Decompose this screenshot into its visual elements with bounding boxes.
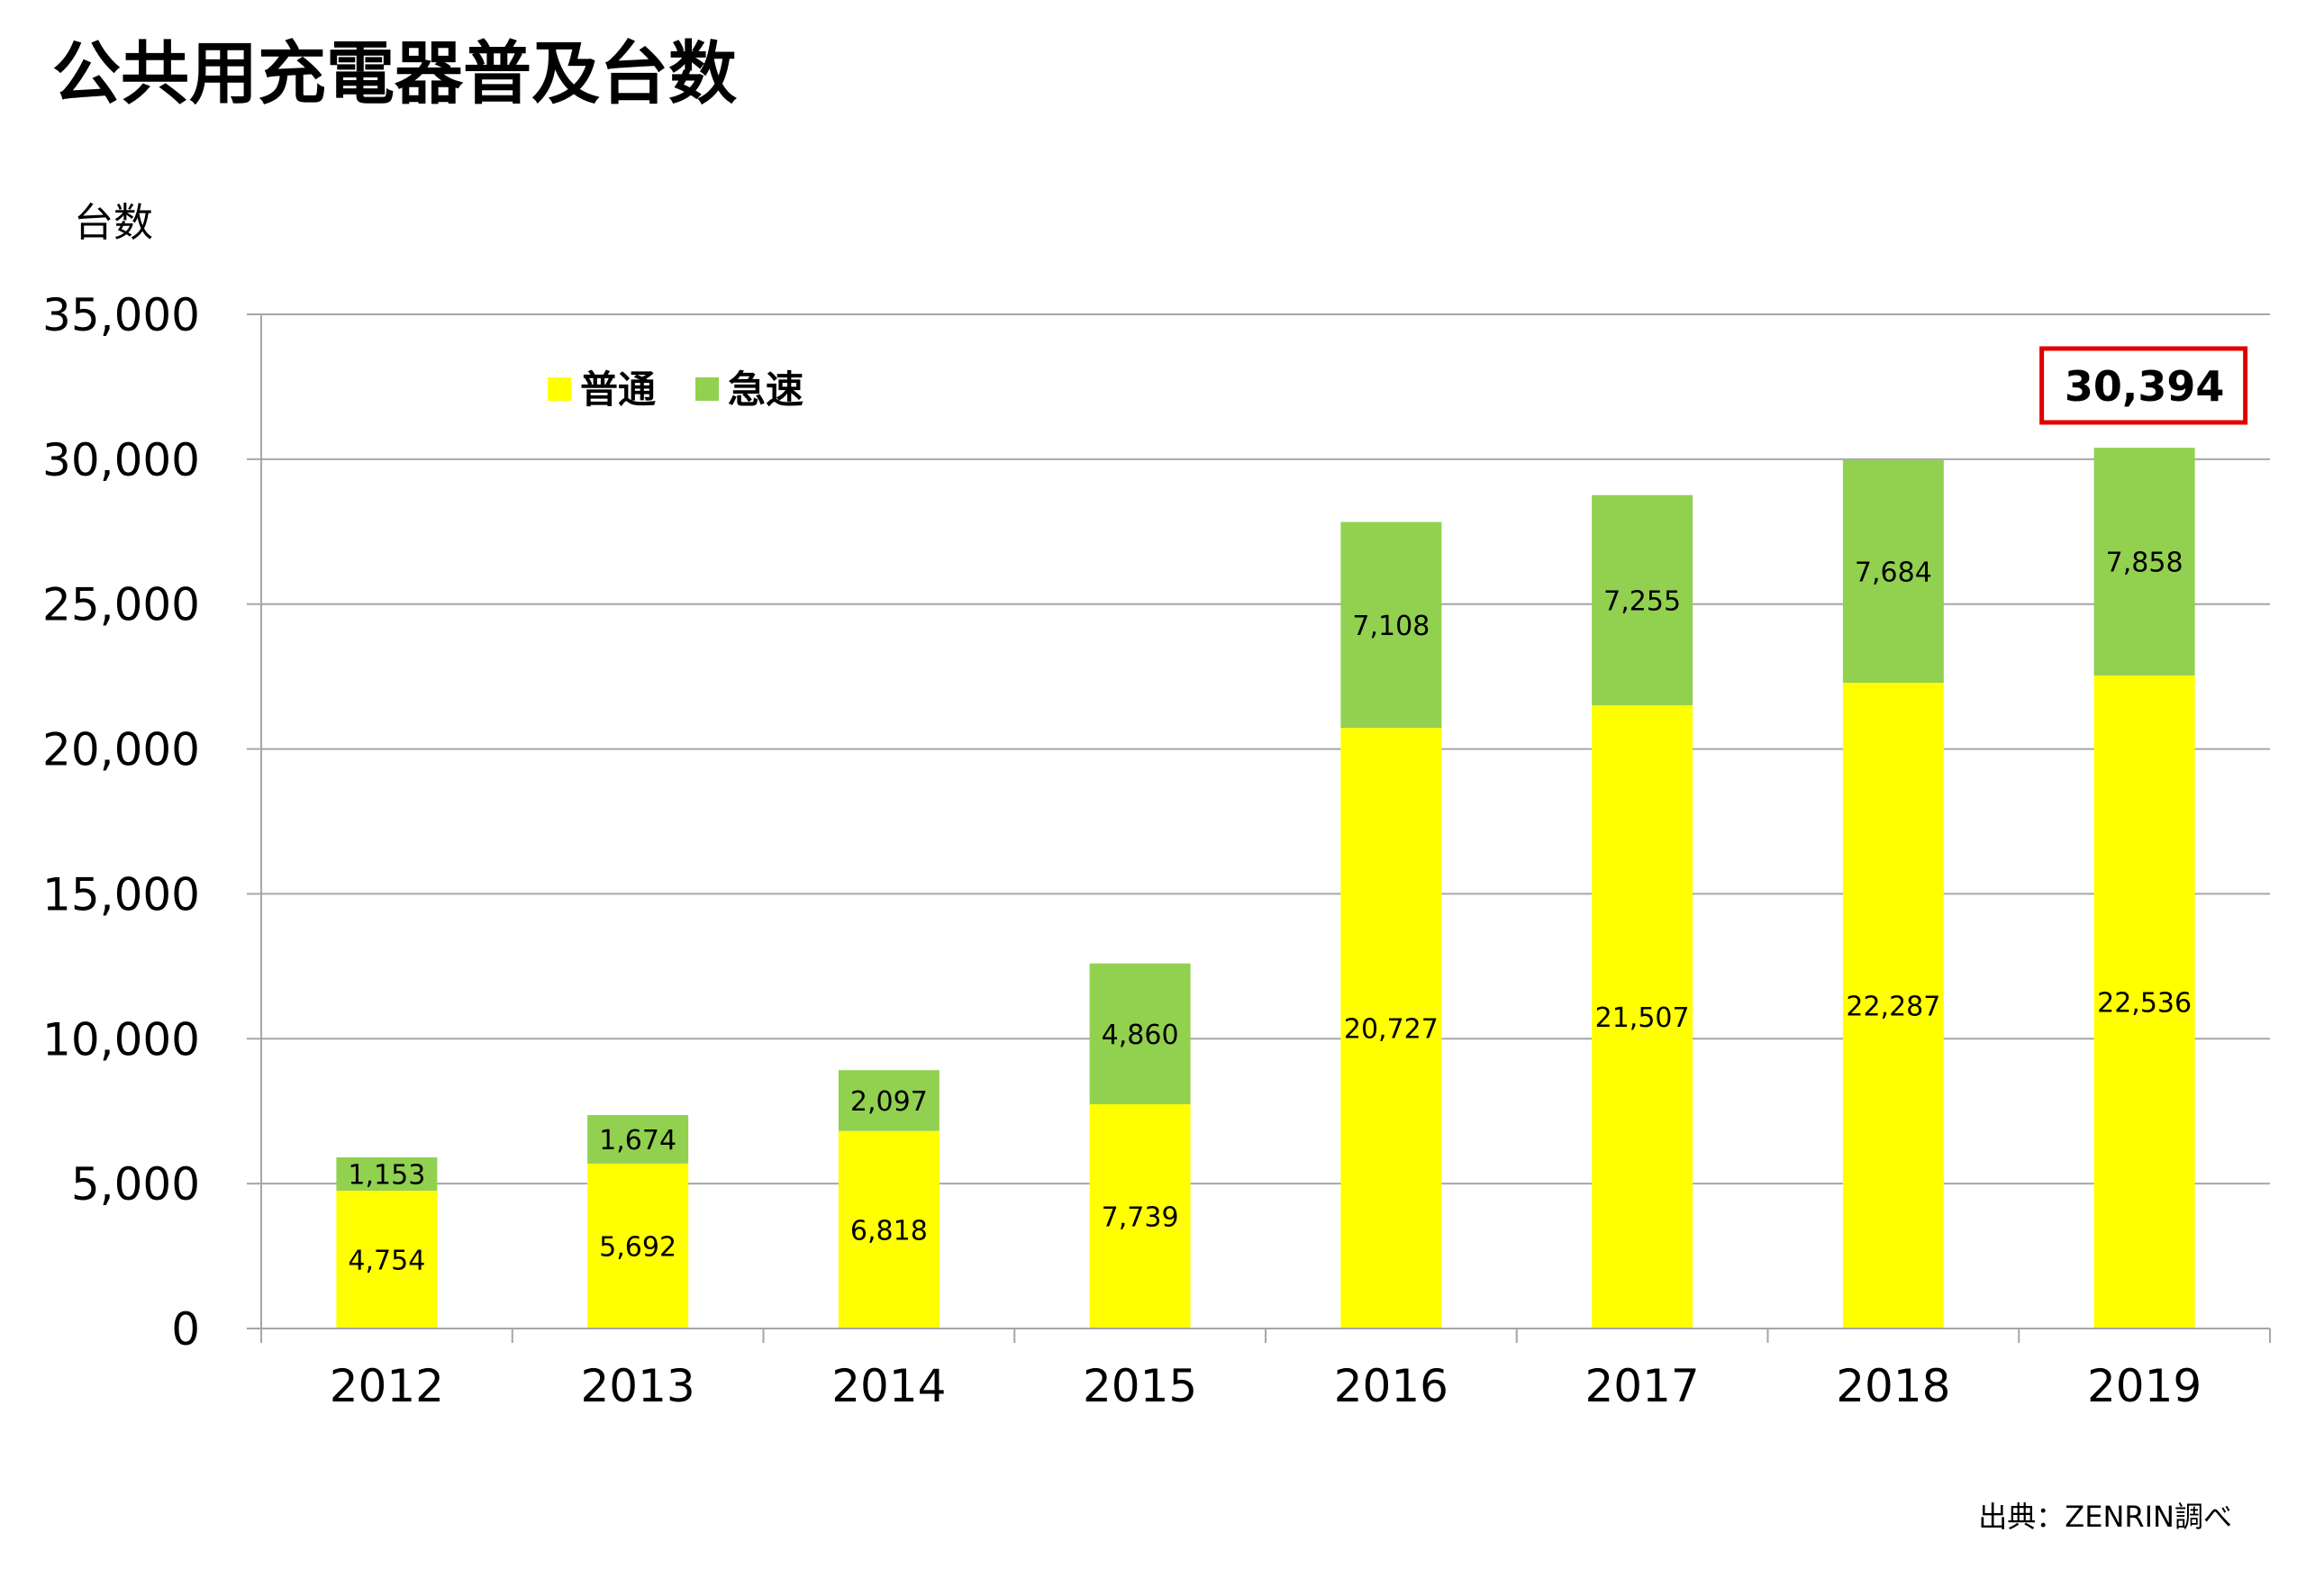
legend-label: 普通 (580, 367, 656, 412)
bar-fast (838, 1070, 940, 1131)
bar-fast (587, 1115, 689, 1164)
x-tick-label: 2012 (330, 1360, 444, 1412)
x-tick-label: 2013 (581, 1360, 695, 1412)
data-label: 4,754 (348, 1246, 425, 1277)
data-label: 20,727 (1344, 1014, 1439, 1046)
bars: 4,754 1,153 5,692 1,674 6,818 2,097 7,739 4,860… (336, 448, 2195, 1328)
bar-normal (1340, 728, 1442, 1328)
bar-fast (1089, 963, 1191, 1105)
data-label: 7,255 (1603, 585, 1681, 617)
source-note: 出典：ZENRIN調べ (1978, 1500, 2232, 1534)
bar-normal (587, 1163, 689, 1328)
legend: 普通 急速 (548, 367, 803, 412)
y-tick-label: 10,000 (42, 1013, 200, 1066)
x-tick-label: 2016 (1334, 1360, 1448, 1412)
y-tick-label: 20,000 (42, 724, 200, 776)
data-label: 22,287 (1846, 991, 1940, 1022)
bar-normal (2093, 675, 2195, 1328)
y-tick-label: 30,000 (42, 434, 200, 486)
bar-normal (1592, 705, 1693, 1328)
y-tick-label: 5,000 (71, 1158, 200, 1211)
bar-fast (2093, 448, 2195, 676)
bar-fast (1592, 494, 1693, 706)
data-label: 7,108 (1352, 611, 1430, 642)
x-tick-label: 2014 (831, 1360, 946, 1412)
y-tick-label: 25,000 (42, 579, 200, 631)
grid-lines (261, 313, 2270, 1185)
x-tick-label: 2018 (1836, 1360, 1950, 1412)
legend-swatch (695, 377, 719, 401)
y-tick-label: 15,000 (42, 868, 200, 920)
total-annotation-box (2039, 346, 2248, 425)
legend-swatch (548, 377, 571, 401)
y-tick-label: 35,000 (42, 289, 200, 341)
chart-title: 公共用充電器普及台数 (52, 33, 737, 113)
data-label: 7,739 (1102, 1202, 1179, 1234)
data-label: 4,860 (1102, 1020, 1179, 1051)
x-tick-label: 2017 (1585, 1360, 1700, 1412)
total-annotation-text: 30,394 (2065, 362, 2225, 411)
data-label: 1,153 (348, 1160, 425, 1192)
data-label: 6,818 (850, 1215, 928, 1247)
bar-normal (1089, 1104, 1191, 1328)
bar-normal (838, 1130, 940, 1328)
data-label: 2,097 (850, 1086, 928, 1118)
bar-fast (1842, 459, 1944, 683)
total-annotation: 30,394 (2039, 346, 2248, 425)
y-axis-label: 台数 (74, 200, 153, 246)
data-label: 5,692 (599, 1231, 676, 1263)
data-label: 7,684 (1855, 557, 1932, 588)
y-tick-label: 0 (171, 1303, 200, 1356)
data-label: 22,536 (2097, 987, 2192, 1019)
x-tick-label: 2019 (2087, 1360, 2202, 1412)
axes: 0 5,000 10,000 15,000 20,000 25,000 30,000 35,0… (42, 289, 2271, 1412)
bar-normal (336, 1191, 438, 1328)
bar-normal (1842, 682, 1944, 1328)
bar-fast (1340, 521, 1442, 729)
legend-label: 急速 (728, 367, 803, 412)
data-label: 7,858 (2106, 548, 2183, 579)
data-label: 1,674 (599, 1125, 676, 1156)
data-label: 21,507 (1595, 1002, 1690, 1034)
bar-fast (336, 1156, 438, 1192)
x-tick-label: 2015 (1083, 1360, 1197, 1412)
